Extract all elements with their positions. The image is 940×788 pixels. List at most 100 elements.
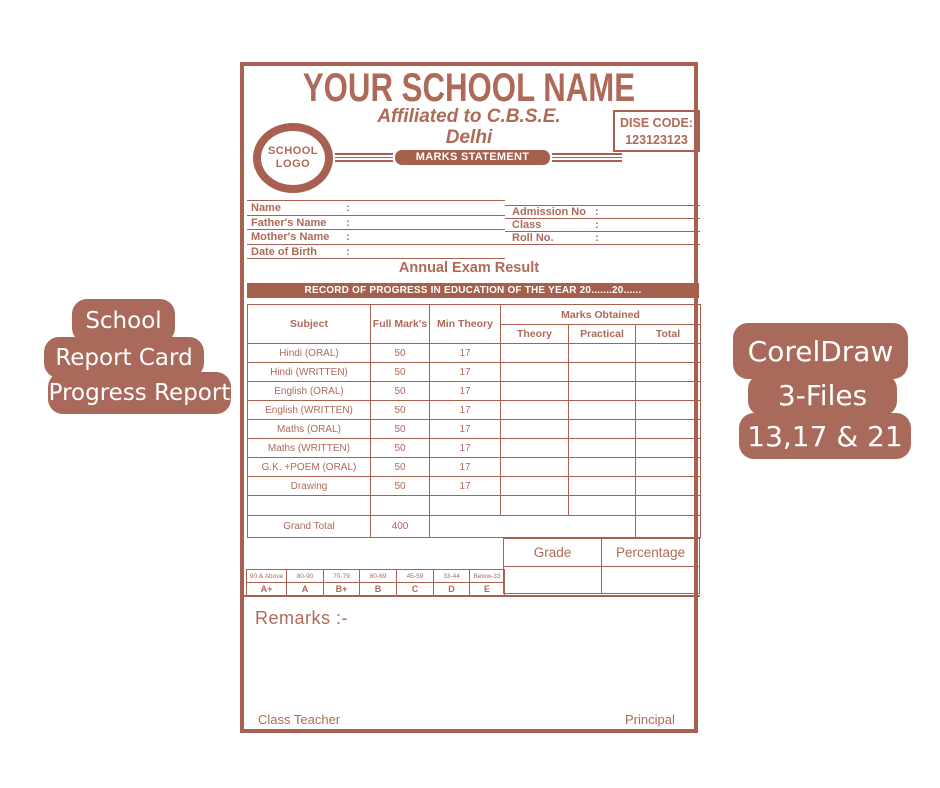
- subject-cell: Drawing: [247, 476, 371, 496]
- min-theory-cell: 17: [429, 476, 501, 496]
- field-row-date-of-birth: Date of Birth :: [247, 245, 505, 259]
- grade-letter-cell: A+: [246, 582, 287, 596]
- field-row-roll-no: Roll No. :: [505, 232, 700, 245]
- min-theory-cell: 17: [429, 419, 501, 439]
- right-badge-line-2: 3-Files: [748, 374, 897, 416]
- section-divider: [244, 595, 700, 597]
- school-name-wrap: YOUR SCHOOL NAME: [244, 66, 694, 111]
- table-row: Maths (WRITTEN) 50 17: [247, 438, 701, 458]
- field-colon: :: [595, 232, 599, 244]
- right-badge-line-3: 13,17 & 21: [739, 413, 911, 459]
- table-row: English (WRITTEN) 50 17: [247, 400, 701, 420]
- grade-scale-range-row: 90 & Above 80-90 70-79 60-69 45-59 33-44…: [246, 569, 505, 583]
- range-cell: 70-79: [323, 569, 360, 583]
- theory-cell: [500, 381, 569, 401]
- percentage-value-cell: [601, 566, 700, 594]
- theory-cell: [500, 476, 569, 496]
- grand-total-merged-cell: [429, 515, 636, 538]
- practical-cell: [568, 438, 636, 458]
- logo-text-line-2: LOGO: [275, 158, 311, 170]
- table-row: G.K. +POEM (ORAL) 50 17: [247, 457, 701, 477]
- full-marks-cell: 50: [370, 381, 430, 401]
- field-label: Date of Birth: [251, 245, 317, 258]
- field-colon: :: [346, 216, 350, 229]
- theory-cell: [500, 362, 569, 382]
- field-row-class: Class :: [505, 219, 700, 232]
- total-cell: [635, 362, 701, 382]
- total-cell: [635, 476, 701, 496]
- field-row-mother-name: Mother's Name :: [247, 230, 505, 245]
- theory-cell: [500, 457, 569, 477]
- marks-table: Subject Full Mark's Min Theory Marks Obt…: [247, 304, 701, 538]
- grade-letter-cell: B: [359, 582, 397, 596]
- field-label: Mother's Name: [251, 231, 330, 243]
- grand-total-row: Grand Total 400: [247, 515, 701, 538]
- grade-letter-cell: A: [286, 582, 324, 596]
- field-row-name: Name :: [247, 201, 505, 216]
- grade-value-cell: [503, 566, 602, 594]
- field-colon: :: [595, 206, 599, 218]
- practical-cell: [568, 476, 636, 496]
- total-cell: [635, 343, 701, 363]
- range-cell: 60-69: [359, 569, 397, 583]
- practical-cell: [568, 400, 636, 420]
- grade-letter-cell: D: [433, 582, 470, 596]
- range-cell: 90 & Above: [246, 569, 287, 583]
- grade-scale-letter-row: A+ A B+ B C D E: [246, 582, 505, 596]
- field-label: Admission No: [512, 206, 586, 218]
- subject-cell: Hindi (ORAL): [247, 343, 371, 363]
- range-cell: 80-90: [286, 569, 324, 583]
- total-cell: [635, 381, 701, 401]
- field-label: Father's Name: [251, 216, 327, 229]
- table-row: English (ORAL) 50 17: [247, 381, 701, 401]
- field-row-admission-no: Admission No :: [505, 206, 700, 219]
- min-theory-cell: 17: [429, 438, 501, 458]
- full-marks-cell: 50: [370, 457, 430, 477]
- theory-cell: [500, 419, 569, 439]
- record-banner: RECORD OF PROGRESS IN EDUCATION OF THE Y…: [247, 283, 699, 298]
- subject-cell: English (WRITTEN): [247, 400, 371, 420]
- grade-scale-table: 90 & Above 80-90 70-79 60-69 45-59 33-44…: [246, 569, 505, 596]
- school-name-title: YOUR SCHOOL NAME: [302, 66, 636, 110]
- logo-text-line-1: SCHOOL: [267, 145, 319, 158]
- grand-total-value: 400: [370, 515, 430, 538]
- full-marks-cell: 50: [370, 343, 430, 363]
- full-marks-cell: 50: [370, 438, 430, 458]
- school-logo: SCHOOL LOGO: [253, 123, 333, 193]
- report-card: YOUR SCHOOL NAME Affiliated to C.B.S.E. …: [240, 62, 701, 733]
- practical-cell: [568, 381, 636, 401]
- table-row-empty: [247, 495, 701, 516]
- theory-cell: [500, 438, 569, 458]
- class-teacher-label: Class Teacher: [258, 712, 341, 727]
- min-theory-cell: 17: [429, 457, 501, 477]
- field-label: Roll No.: [512, 232, 554, 244]
- col-header-min-theory: Min Theory: [429, 304, 501, 344]
- practical-cell: [568, 419, 636, 439]
- col-header-theory: Theory: [500, 324, 569, 344]
- left-badge-line-1: School: [72, 299, 175, 343]
- field-label: Class: [512, 219, 542, 231]
- table-row: Hindi (ORAL) 50 17: [247, 343, 701, 363]
- col-header-full-marks: Full Mark's: [370, 304, 430, 344]
- practical-cell: [568, 362, 636, 382]
- col-header-practical: Practical: [568, 324, 636, 344]
- total-cell: [635, 457, 701, 477]
- table-row: Drawing 50 17: [247, 476, 701, 496]
- city-text: Delhi: [445, 127, 493, 148]
- grade-header-cell: Grade: [503, 538, 602, 567]
- table-row: Maths (ORAL) 50 17: [247, 419, 701, 439]
- field-colon: :: [595, 219, 599, 231]
- full-marks-cell: 50: [370, 362, 430, 382]
- subject-cell: Maths (ORAL): [247, 419, 371, 439]
- col-header-total: Total: [635, 324, 701, 344]
- dise-code-label: DISE CODE:: [620, 116, 693, 130]
- grade-letter-cell: E: [469, 582, 505, 596]
- field-colon: :: [346, 231, 350, 243]
- annual-exam-title: Annual Exam Result: [398, 260, 540, 276]
- range-cell: Below-33: [469, 569, 505, 583]
- field-label: Name: [251, 202, 281, 214]
- range-cell: 33-44: [433, 569, 470, 583]
- principal-label: Principal: [625, 712, 675, 727]
- min-theory-cell: 17: [429, 381, 501, 401]
